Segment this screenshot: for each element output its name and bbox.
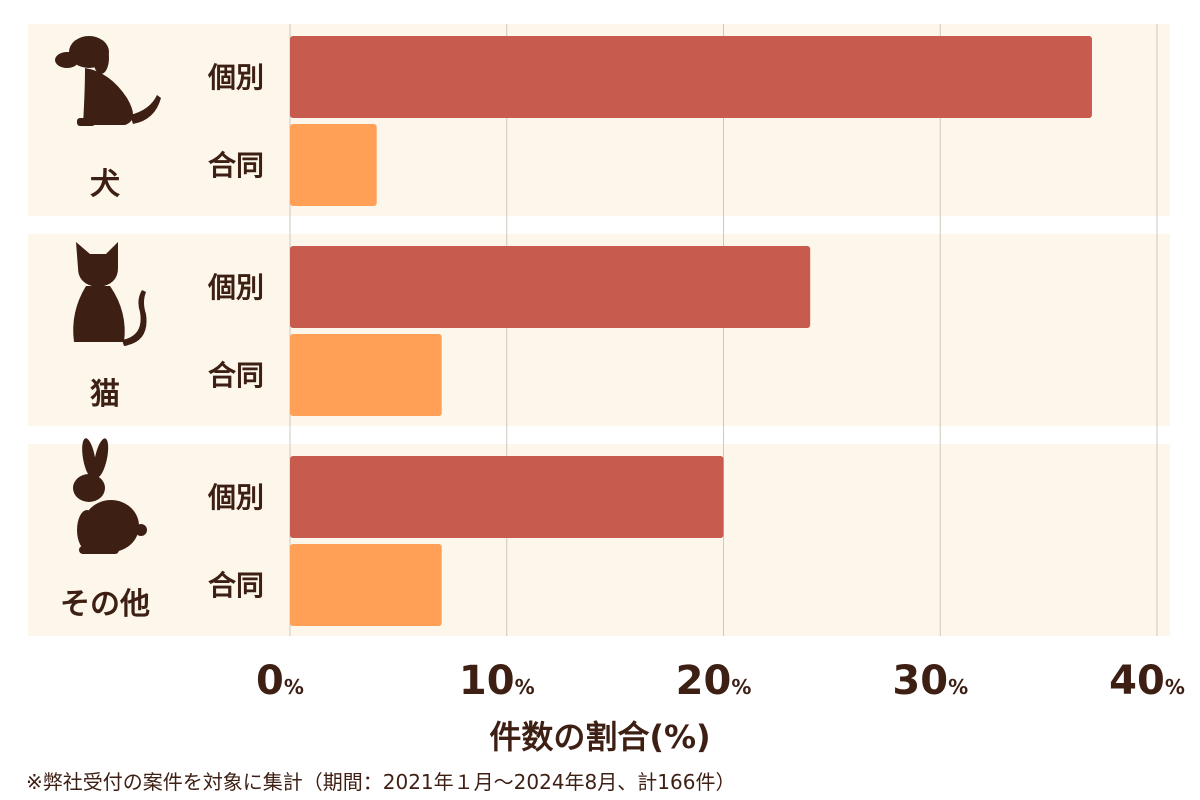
rabbit-icon (73, 438, 147, 554)
dog-icon (55, 36, 161, 126)
bar-series-label: 合同 (208, 149, 264, 182)
x-tick-label: 10% (459, 658, 535, 704)
x-tick-label: 0% (256, 658, 304, 704)
bar-series-label: 個別 (207, 61, 264, 94)
bar-series-label: 個別 (207, 271, 264, 304)
group-label: 猫 (90, 377, 120, 412)
bar (290, 334, 442, 416)
cat-icon (73, 242, 147, 346)
group-label: 犬 (90, 167, 120, 202)
bar-series-label: 合同 (208, 569, 264, 602)
bar-series-label: 合同 (208, 359, 264, 392)
bar (290, 544, 442, 626)
group-label: その他 (60, 587, 150, 622)
x-axis-label: 件数の割合(%) (489, 718, 711, 756)
bar (290, 456, 724, 538)
x-tick-label: 20% (676, 658, 752, 704)
x-tick-label: 30% (892, 658, 968, 704)
bar (290, 246, 811, 328)
bar-series-label: 個別 (207, 481, 264, 514)
bar (290, 36, 1092, 118)
bar (290, 124, 377, 206)
x-tick-label: 40% (1109, 658, 1185, 704)
footnote: ※弊社受付の案件を対象に集計（期間：2021年１月〜2024年8月、計166件） (26, 770, 736, 794)
